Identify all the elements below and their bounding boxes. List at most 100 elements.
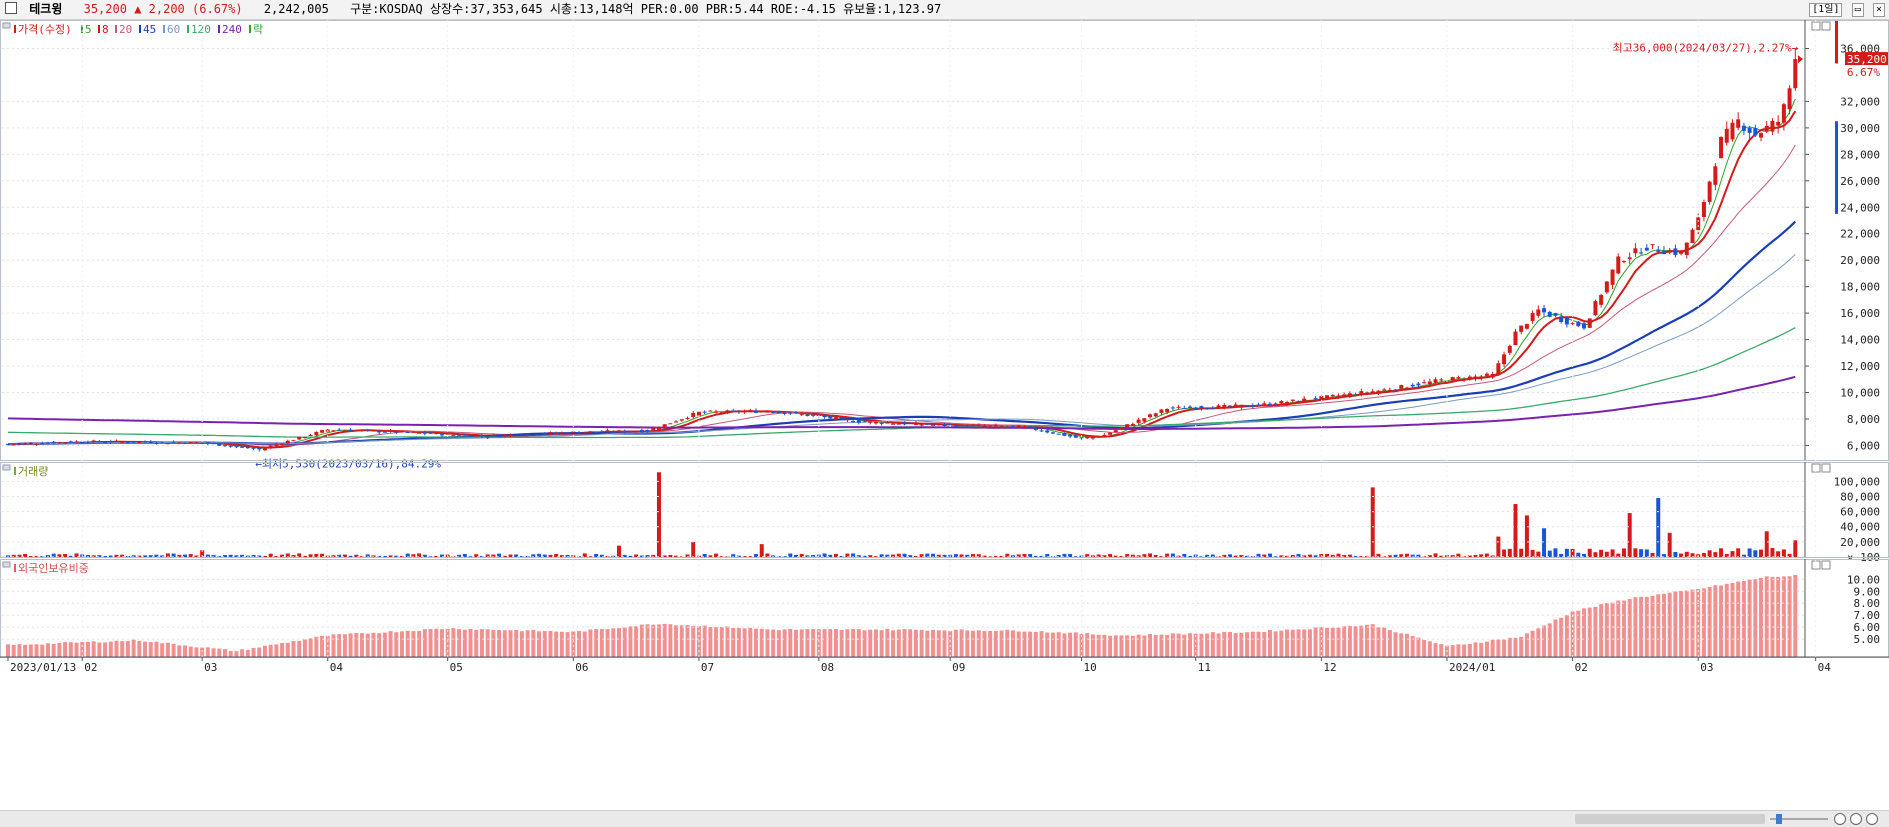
- volume-ytick-label: 60,000: [1840, 506, 1880, 519]
- candle: [559, 432, 564, 434]
- foreign-bar: [685, 625, 690, 657]
- foreign-bar: [217, 648, 222, 657]
- foreign-bar: [1108, 635, 1113, 657]
- foreign-bar: [1068, 632, 1073, 657]
- foreign-bar: [1559, 617, 1564, 657]
- price-change-pct: (6.67%): [192, 2, 243, 16]
- candle: [651, 428, 656, 432]
- foreign-ytick-label: 10.00: [1847, 573, 1880, 586]
- volume-ytick-label: 20,000: [1840, 536, 1880, 549]
- foreign-bar: [1587, 607, 1592, 657]
- foreign-bar: [1148, 633, 1153, 657]
- volume-bar: [97, 555, 102, 557]
- stock-chart[interactable]: 6,000 8,000 10,000 12,000 14,000 16,000 18,000…: [0, 20, 1889, 810]
- volume-bar: [971, 554, 976, 557]
- volume-bar: [1273, 556, 1278, 557]
- candle: [1273, 403, 1278, 405]
- volume-bar: [365, 554, 370, 557]
- candle: [371, 430, 376, 432]
- volume-bar: [63, 554, 68, 557]
- zoom-in-icon[interactable]: [1850, 813, 1862, 825]
- last-price-tag: [1845, 52, 1889, 66]
- restore-icon[interactable]: ▭: [1851, 3, 1864, 17]
- volume-bar: [811, 554, 816, 557]
- candle: [1016, 425, 1021, 428]
- volume-bar: [1747, 548, 1752, 557]
- foreign-bar: [85, 641, 90, 657]
- volume-bar: [1096, 554, 1101, 557]
- scroll-thumb[interactable]: [1575, 814, 1765, 824]
- volume-bar: [45, 555, 50, 557]
- candle: [400, 430, 405, 432]
- candle: [1427, 381, 1432, 385]
- candle: [28, 442, 33, 445]
- foreign-bar: [1096, 634, 1101, 657]
- foreign-bar: [1393, 632, 1398, 657]
- candle: [1524, 324, 1529, 329]
- volume-bar: [165, 553, 170, 557]
- volume-bar: [805, 555, 810, 557]
- foreign-bar: [1182, 634, 1187, 657]
- volume-bar: [1102, 555, 1107, 557]
- candle: [679, 419, 684, 421]
- foreign-bar: [1262, 632, 1267, 657]
- candle: [873, 421, 878, 424]
- candle: [1365, 392, 1370, 394]
- candle: [1296, 400, 1301, 402]
- panel-menu-icon: [2, 22, 11, 29]
- period-button[interactable]: [1일]: [1809, 3, 1843, 17]
- candle: [577, 432, 582, 434]
- candle: [348, 429, 353, 432]
- candle: [1267, 403, 1272, 406]
- zoom-out-icon[interactable]: [1834, 813, 1846, 825]
- foreign-bar: [611, 628, 616, 657]
- volume-bar: [1719, 548, 1724, 557]
- candle: [1707, 181, 1712, 202]
- volume-bar: [377, 555, 382, 557]
- volume-bar: [742, 556, 747, 557]
- foreign-bar: [240, 649, 245, 657]
- foreign-bar: [1736, 581, 1741, 657]
- volume-bar: [114, 554, 119, 557]
- foreign-bar: [205, 647, 210, 657]
- candle: [965, 426, 970, 428]
- foreign-bar: [245, 649, 250, 657]
- candle: [103, 442, 108, 444]
- foreign-bar: [1433, 643, 1438, 657]
- volume-bar: [302, 555, 307, 557]
- candle: [794, 411, 799, 413]
- volume-bar: [616, 545, 621, 557]
- zoom-slider[interactable]: [1768, 814, 1830, 824]
- foreign-bar: [1730, 582, 1735, 657]
- volume-bar: [91, 555, 96, 557]
- header-checkbox[interactable]: [5, 2, 17, 14]
- candle: [342, 430, 347, 432]
- candle: [1781, 104, 1786, 123]
- foreign-ytick-label: 6.00: [1854, 621, 1881, 634]
- candle: [1433, 379, 1438, 383]
- volume-bar: [1690, 553, 1695, 557]
- candle: [1307, 399, 1312, 401]
- foreign-bar: [565, 632, 570, 657]
- foreign-bar: [417, 630, 422, 657]
- candle: [1205, 408, 1210, 410]
- foreign-bar: [1759, 577, 1764, 657]
- candle: [1667, 250, 1672, 253]
- foreign-bar: [1165, 635, 1170, 657]
- candle: [925, 423, 930, 425]
- volume-bar: [297, 553, 302, 557]
- foreign-title: 외국인보유비중: [18, 562, 89, 575]
- volume-bar: [137, 555, 142, 557]
- candle: [1353, 394, 1358, 396]
- chart-scrollbar[interactable]: [0, 810, 1889, 827]
- volume-bar: [1376, 553, 1381, 557]
- close-icon[interactable]: ×: [1872, 3, 1885, 17]
- zoom-reset-icon[interactable]: [1866, 813, 1878, 825]
- volume-bar: [388, 555, 393, 557]
- foreign-bar: [228, 651, 233, 657]
- candle: [1644, 247, 1649, 251]
- candle: [285, 440, 290, 444]
- candle: [268, 445, 273, 448]
- candle: [245, 446, 250, 449]
- volume-bar: [131, 555, 136, 557]
